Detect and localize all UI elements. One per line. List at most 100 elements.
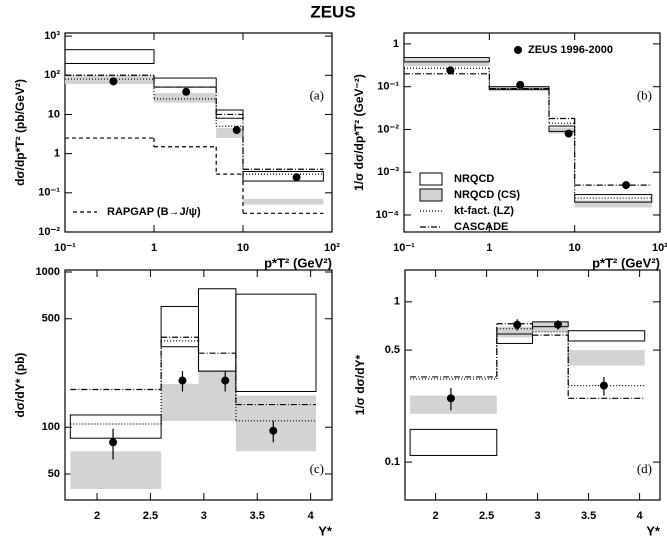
x-tick-label: 10	[237, 242, 249, 254]
nrqcd-box	[409, 428, 498, 456]
x-tick-label: 10²	[652, 242, 667, 254]
x-tick-label: 2.5	[479, 510, 494, 522]
nrqcd-cs-box	[65, 75, 154, 84]
x-tick-label: 1	[151, 242, 157, 254]
panel-label: (a)	[310, 88, 324, 103]
x-axis-label: Y*	[318, 523, 333, 538]
plot-frame	[64, 32, 333, 233]
y-axis-label: 1/σ dσ/dp*T² (GeV⁻²)	[352, 74, 366, 191]
y-tick-label: 10⁻¹	[377, 81, 399, 93]
nrqcd-cs-box	[568, 350, 645, 366]
nrqcd-box	[567, 330, 646, 342]
data-point	[178, 376, 187, 385]
y-tick-label: 10	[48, 108, 60, 120]
panel-label: (d)	[637, 461, 652, 476]
y-tick-label: 1	[393, 38, 399, 50]
y-tick-label: 10⁻¹	[38, 187, 60, 199]
x-tick-label: 3	[201, 510, 207, 522]
x-tick-label: 3	[535, 510, 541, 522]
data-point	[292, 173, 301, 182]
x-tick-label: 3.5	[581, 510, 596, 522]
y-tick-label: 1	[54, 148, 60, 160]
y-axis-label: dσ/dY* (pb)	[13, 353, 27, 418]
y-tick-label: 10⁻³	[377, 166, 399, 178]
data-point	[446, 394, 455, 403]
nrqcd-box	[242, 171, 324, 182]
y-tick-label: 100	[42, 421, 60, 433]
nrqcd-cs-box	[243, 198, 324, 205]
legend-label: ZEUS 1996-2000	[528, 44, 613, 56]
x-axis-label: Y*	[646, 523, 661, 538]
x-axis-label: p*T² (GeV²)	[592, 255, 660, 270]
x-tick-label: 2	[94, 510, 100, 522]
plot-frame	[64, 269, 333, 501]
y-axis-label: dσ/dp*T² (pb/GeV²)	[13, 79, 27, 186]
plot-frame	[403, 32, 661, 233]
nrqcd-cs-box	[154, 93, 217, 103]
legend-label: RAPGAP (B→J/ψ)	[107, 206, 201, 218]
data-point	[564, 129, 573, 138]
y-tick-label: 1	[394, 296, 400, 308]
nrqcd-cs-box	[574, 200, 652, 208]
data-point	[622, 181, 631, 190]
legend-label: NRQCD (CS)	[454, 189, 520, 201]
nrqcd-box	[403, 57, 490, 63]
data-point	[109, 77, 118, 86]
x-tick-label: 4	[637, 510, 644, 522]
x-tick-label: 2	[433, 510, 439, 522]
y-tick-label: 500	[42, 313, 60, 325]
x-axis-label: p*T² (GeV²)	[264, 255, 332, 270]
panel-label: (c)	[310, 461, 324, 476]
nrqcd-cs-box	[410, 395, 497, 414]
y-tick-label: 10²	[44, 69, 60, 81]
nrqcd-box	[64, 49, 155, 64]
legend-marker	[514, 46, 522, 54]
x-tick-label: 10⁻¹	[54, 242, 76, 254]
nrqcd-box	[548, 125, 576, 132]
nrqcd-box	[235, 293, 317, 392]
data-point	[109, 438, 118, 447]
data-point	[446, 66, 455, 75]
y-tick-label: 10⁻²	[38, 226, 60, 238]
legend-label: CASCADE	[454, 221, 508, 233]
x-tick-label: 10²	[324, 242, 340, 254]
y-tick-label: 10³	[44, 30, 60, 42]
y-tick-label: 1000	[36, 266, 60, 278]
x-tick-label: 10⁻¹	[393, 242, 415, 254]
nrqcd-box	[198, 288, 237, 372]
legend-swatch	[419, 172, 443, 186]
data-point	[221, 376, 230, 385]
data-point	[232, 126, 241, 135]
y-tick-label: 50	[48, 468, 60, 480]
y-tick-label: 0.5	[385, 344, 400, 356]
nrqcd-box	[69, 414, 162, 439]
x-tick-label: 3.5	[250, 510, 265, 522]
y-axis-label: 1/σ dσ/dY*	[353, 354, 367, 415]
y-tick-label: 0.1	[385, 456, 400, 468]
data-point	[516, 80, 525, 89]
data-point	[513, 320, 522, 329]
y-tick-label: 10⁻⁴	[376, 209, 399, 221]
nrqcd-cs-box	[216, 128, 243, 139]
nrqcd-cs-box	[548, 127, 575, 134]
panel-label: (b)	[637, 88, 652, 103]
nrqcd-cs-box	[404, 58, 490, 67]
nrqcd-cs-box	[70, 451, 162, 490]
data-point	[554, 320, 562, 329]
data-point	[599, 381, 608, 390]
plot-frame	[404, 269, 661, 501]
nrqcd-cs-box	[161, 383, 199, 421]
nrqcd-cs-box	[235, 395, 316, 452]
nrqcd-cs-box	[198, 371, 236, 421]
x-tick-label: 1	[486, 242, 492, 254]
y-tick-label: 10⁻²	[377, 123, 399, 135]
legend-label: kt-fact. (LZ)	[454, 205, 514, 217]
x-tick-label: 2.5	[143, 510, 158, 522]
data-point	[269, 426, 278, 435]
legend-swatch	[419, 188, 443, 202]
figure-title: ZEUS	[310, 2, 355, 21]
legend-label: NRQCD	[454, 173, 494, 185]
x-tick-label: 4	[308, 510, 315, 522]
data-point	[182, 87, 191, 96]
